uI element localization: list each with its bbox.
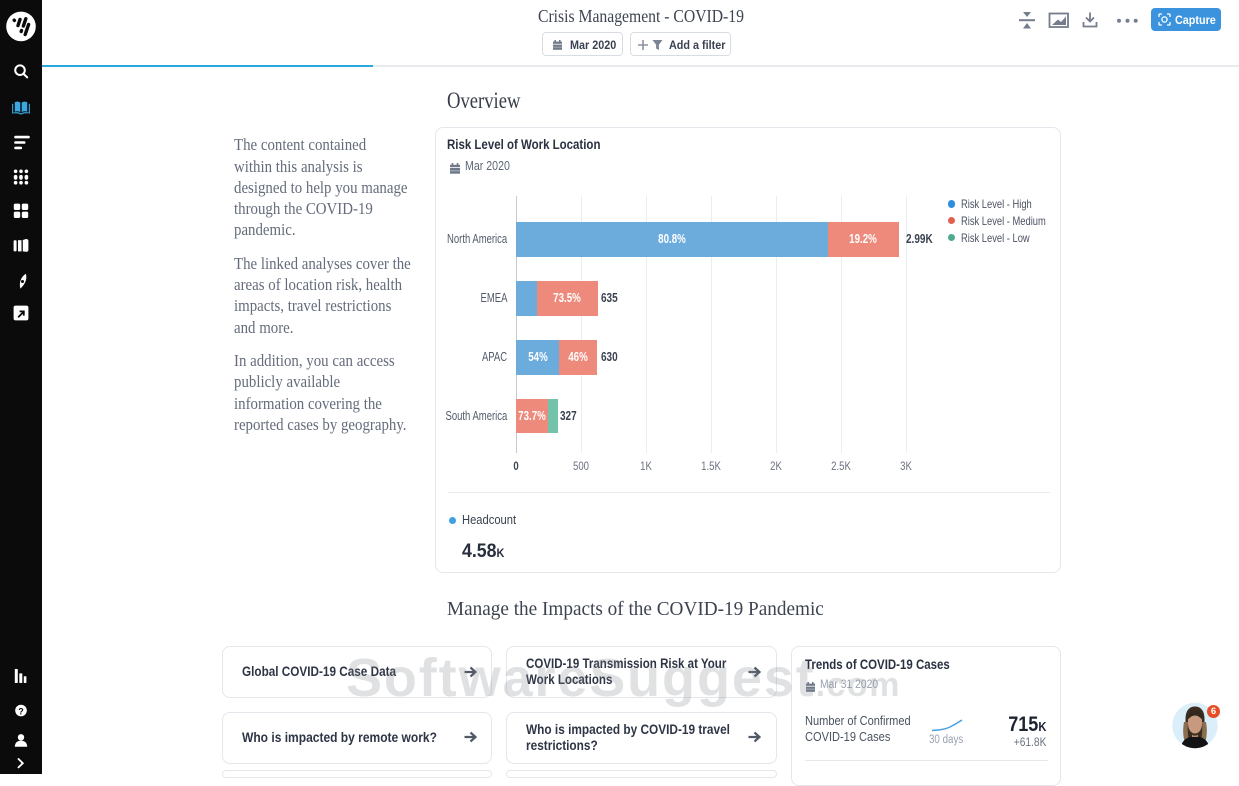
svg-text:?: ? [18,706,24,716]
